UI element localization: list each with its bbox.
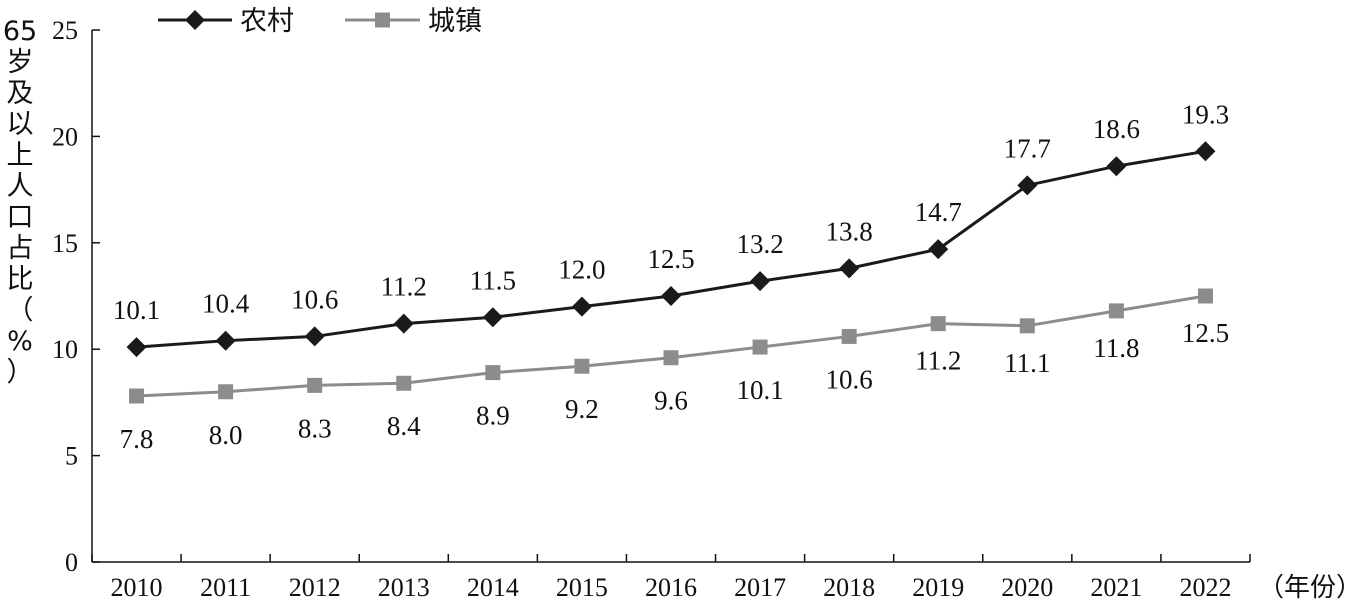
data-point [1197,288,1213,304]
x-tick-label: 2018 [823,573,875,602]
data-label: 12.5 [647,244,694,274]
x-tick-label: 2012 [289,573,341,602]
y-label-char: 65 [3,16,37,47]
series-0: 10.1 10.4 10.6 11.2 11.5 12.0 12.5 13.2 13.8 14.7… [113,99,1229,358]
y-label-char: 上 [7,140,34,171]
data-point [129,388,145,404]
data-label: 8.9 [476,401,510,431]
data-point [393,313,414,334]
data-point [841,328,857,344]
y-axis-ticks: 0 5 10 15 20 25 [52,16,100,577]
legend: 农村 城镇 [158,6,482,37]
x-tick-label: 2010 [111,573,163,602]
data-point [1108,303,1124,319]
axes [91,30,1250,563]
data-label: 11.2 [915,346,961,376]
x-tick-label: 2011 [200,573,251,602]
data-point [574,358,590,374]
data-point [930,316,946,332]
data-label: 13.2 [736,229,783,259]
x-axis-label: （年份） [1258,573,1362,603]
data-point [485,365,501,381]
data-label: 10.6 [826,364,873,394]
y-tick-label: 0 [65,548,78,577]
legend-marker [185,10,205,30]
data-point [482,307,503,328]
data-label: 8.3 [298,413,332,443]
data-point [304,326,325,347]
data-point [1019,318,1035,334]
y-tick-label: 20 [52,122,78,151]
x-tick-label: 2014 [467,573,519,602]
y-tick-label: 15 [52,229,78,258]
data-label: 11.2 [381,272,427,302]
y-label-char: % [7,326,33,357]
data-point [661,286,681,306]
data-label: 14.7 [915,197,962,227]
x-tick-label: 2022 [1179,573,1231,602]
y-label-char: 占 [7,233,34,264]
data-point [1195,141,1216,162]
data-label: 10.6 [291,284,338,314]
x-tick-label: 2019 [912,573,964,602]
data-point [750,271,771,292]
data-point [215,330,236,351]
data-point [307,377,323,393]
data-label: 10.4 [202,289,250,319]
y-label-char: ） [7,357,34,388]
x-tick-label: 2017 [734,573,786,602]
data-point [663,350,679,366]
data-label: 9.6 [654,386,688,416]
y-label-char: 口 [7,202,34,233]
data-label: 13.8 [826,216,873,246]
data-label: 11.1 [1004,348,1050,378]
data-label: 12.0 [558,255,605,285]
data-label: 17.7 [1004,133,1051,163]
x-tick-label: 2013 [378,573,430,602]
y-tick-label: 5 [65,442,78,471]
x-tick-label: 2016 [645,573,697,602]
y-label-char: 岁 [7,47,34,78]
data-label: 10.1 [736,375,783,405]
data-point [839,258,860,279]
y-label-char: 比 [7,264,34,295]
data-point [571,296,592,317]
data-label: 7.8 [120,424,154,454]
data-label: 8.4 [387,411,421,441]
x-axis-ticks: 2010 2011 2012 2013 2014 2015 2016 2017 2018 2019… [91,554,1251,602]
y-label-char: 及 [7,78,34,109]
legend-label: 城镇 [428,6,482,37]
data-point [928,239,949,260]
x-tick-label: 2020 [1001,573,1053,602]
data-point [126,337,147,358]
y-tick-label: 25 [52,16,78,45]
legend-label: 农村 [240,6,294,37]
data-point [1017,175,1038,196]
y-label-char: 人 [7,171,34,202]
x-tick-label: 2015 [556,573,608,602]
data-label: 11.5 [470,265,516,295]
series-1: 7.8 8.0 8.3 8.4 8.9 9.2 9.6 10.1 10.6 11.2 11.1 11.… [120,288,1229,454]
data-point [396,375,412,391]
data-point [752,339,768,355]
data-label: 11.8 [1093,333,1139,363]
data-label: 10.1 [113,295,160,325]
data-point [218,384,234,400]
y-label-char: （ [7,295,34,326]
data-label: 12.5 [1182,318,1229,348]
data-label: 18.6 [1093,114,1140,144]
legend-marker [375,12,390,28]
data-label: 19.3 [1182,99,1229,129]
data-label: 8.0 [209,420,243,450]
series-layer: 10.1 10.4 10.6 11.2 11.5 12.0 12.5 13.2 13.8 14.7… [113,99,1229,454]
y-label-char: 以 [7,109,34,140]
data-point [1106,156,1127,177]
x-tick-label: 2021 [1090,573,1142,602]
data-label: 9.2 [565,394,599,424]
y-tick-label: 10 [52,335,78,364]
